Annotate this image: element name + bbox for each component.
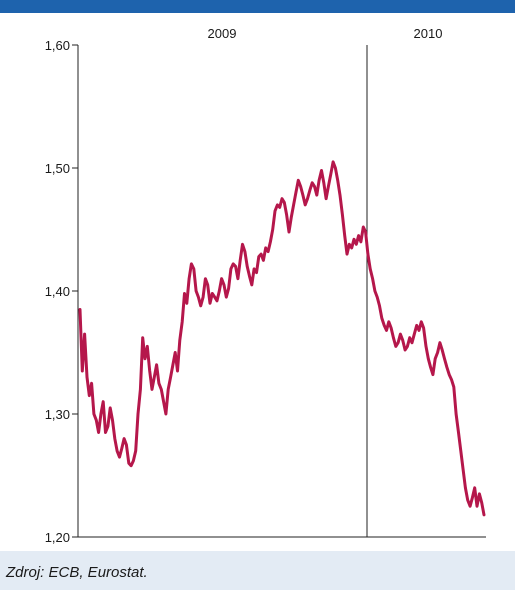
y-tick-label: 1,50 bbox=[45, 161, 70, 176]
year-labels: 2009 2010 bbox=[208, 26, 443, 41]
eur-usd-series-line bbox=[78, 160, 486, 517]
series-group bbox=[78, 160, 486, 517]
year-label: 2009 bbox=[208, 26, 237, 41]
source-note: Zdroj: ECB, Eurostat. bbox=[6, 564, 148, 581]
year-label: 2010 bbox=[414, 26, 443, 41]
top-accent-bar bbox=[0, 0, 515, 13]
y-tick-label: 1,60 bbox=[45, 38, 70, 53]
y-axis-ticks: 1,20 1,30 1,40 1,50 1,60 bbox=[45, 38, 78, 545]
y-tick-label: 1,30 bbox=[45, 407, 70, 422]
y-tick-label: 1,20 bbox=[45, 530, 70, 545]
y-tick-label: 1,40 bbox=[45, 284, 70, 299]
plot-background bbox=[0, 13, 515, 551]
